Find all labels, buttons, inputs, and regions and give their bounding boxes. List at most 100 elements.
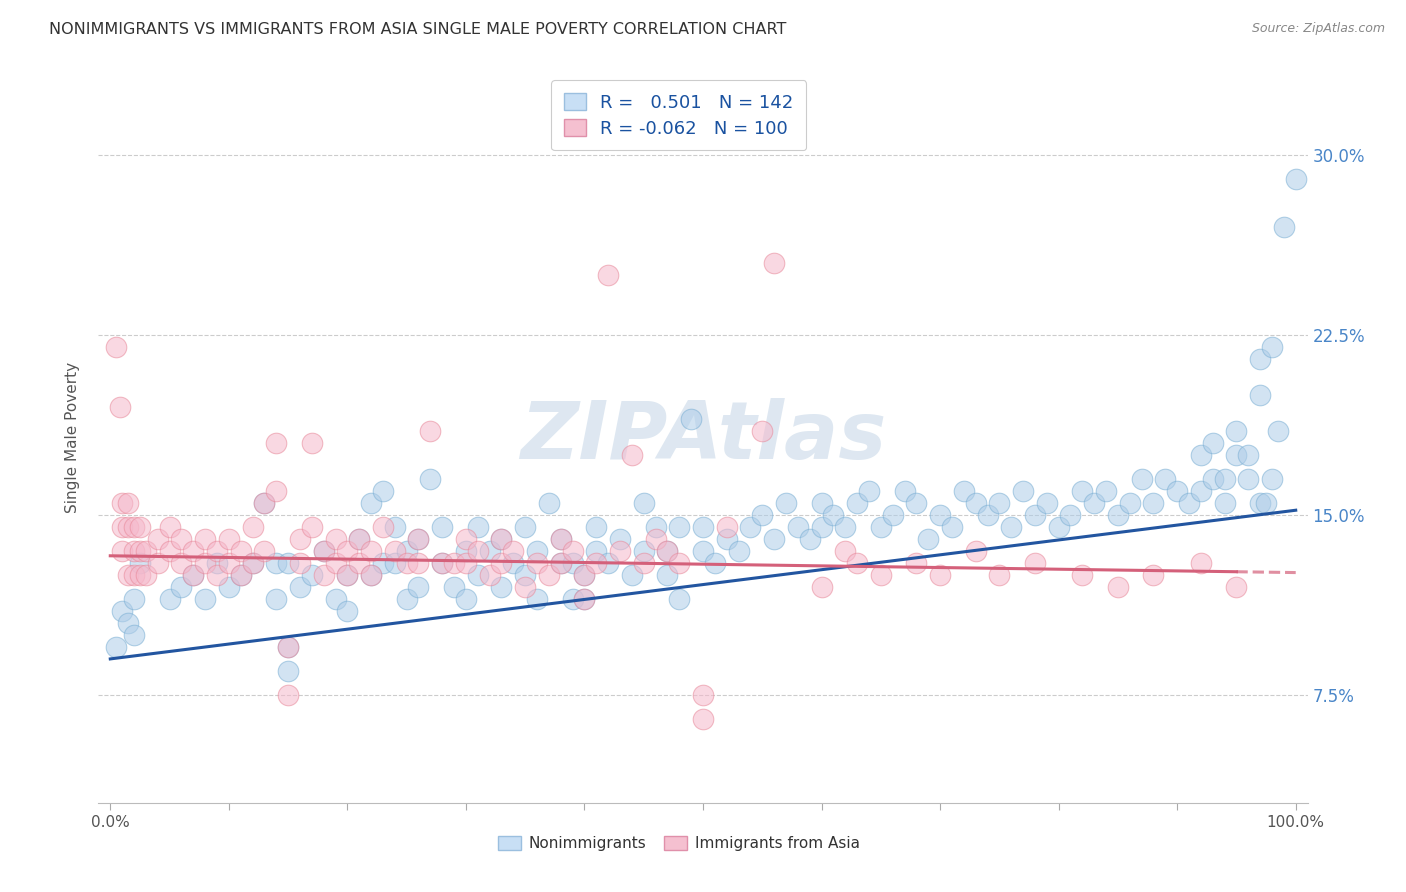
- Point: [443, 556, 465, 570]
- Point: [988, 568, 1011, 582]
- Point: [135, 568, 157, 582]
- Point: [1213, 472, 1236, 486]
- Point: [502, 544, 524, 558]
- Point: [218, 580, 240, 594]
- Point: [1083, 496, 1105, 510]
- Point: [657, 544, 679, 558]
- Point: [1189, 448, 1212, 462]
- Point: [1107, 508, 1129, 522]
- Text: NONIMMIGRANTS VS IMMIGRANTS FROM ASIA SINGLE MALE POVERTY CORRELATION CHART: NONIMMIGRANTS VS IMMIGRANTS FROM ASIA SI…: [49, 22, 786, 37]
- Point: [502, 556, 524, 570]
- Point: [360, 544, 382, 558]
- Point: [347, 532, 370, 546]
- Point: [491, 580, 513, 594]
- Point: [229, 568, 252, 582]
- Point: [491, 532, 513, 546]
- Point: [170, 532, 193, 546]
- Point: [105, 340, 128, 354]
- Y-axis label: Single Male Poverty: Single Male Poverty: [65, 361, 80, 513]
- Point: [609, 544, 631, 558]
- Point: [1213, 496, 1236, 510]
- Point: [1225, 448, 1247, 462]
- Point: [454, 532, 477, 546]
- Point: [129, 556, 152, 570]
- Point: [846, 556, 869, 570]
- Point: [1249, 496, 1271, 510]
- Point: [633, 556, 655, 570]
- Point: [692, 712, 714, 726]
- Point: [1285, 172, 1308, 186]
- Point: [740, 520, 762, 534]
- Point: [159, 544, 181, 558]
- Point: [264, 483, 287, 498]
- Point: [117, 520, 139, 534]
- Point: [550, 532, 572, 546]
- Point: [620, 568, 643, 582]
- Point: [129, 520, 152, 534]
- Point: [1059, 508, 1081, 522]
- Point: [360, 568, 382, 582]
- Point: [858, 483, 880, 498]
- Point: [371, 556, 394, 570]
- Point: [550, 556, 572, 570]
- Point: [408, 556, 430, 570]
- Point: [194, 591, 217, 606]
- Point: [1189, 556, 1212, 570]
- Point: [1024, 556, 1046, 570]
- Point: [253, 544, 276, 558]
- Point: [929, 568, 952, 582]
- Point: [823, 508, 845, 522]
- Point: [360, 568, 382, 582]
- Point: [205, 556, 228, 570]
- Point: [218, 532, 240, 546]
- Point: [810, 580, 832, 594]
- Point: [952, 483, 974, 498]
- Point: [288, 556, 311, 570]
- Point: [917, 532, 939, 546]
- Point: [537, 568, 560, 582]
- Point: [312, 544, 335, 558]
- Point: [194, 556, 217, 570]
- Point: [716, 532, 738, 546]
- Point: [277, 556, 299, 570]
- Point: [633, 496, 655, 510]
- Point: [325, 556, 347, 570]
- Point: [1249, 388, 1271, 402]
- Point: [264, 591, 287, 606]
- Text: Source: ZipAtlas.com: Source: ZipAtlas.com: [1251, 22, 1385, 36]
- Point: [657, 568, 679, 582]
- Point: [810, 496, 832, 510]
- Point: [111, 544, 134, 558]
- Point: [170, 556, 193, 570]
- Point: [1154, 472, 1177, 486]
- Point: [347, 532, 370, 546]
- Point: [122, 568, 145, 582]
- Point: [763, 532, 786, 546]
- Point: [395, 591, 418, 606]
- Point: [988, 496, 1011, 510]
- Point: [1189, 483, 1212, 498]
- Point: [609, 532, 631, 546]
- Point: [408, 580, 430, 594]
- Point: [1237, 448, 1260, 462]
- Point: [117, 568, 139, 582]
- Point: [491, 556, 513, 570]
- Point: [751, 508, 773, 522]
- Point: [1107, 580, 1129, 594]
- Point: [1261, 472, 1284, 486]
- Point: [325, 591, 347, 606]
- Point: [1071, 483, 1094, 498]
- Point: [893, 483, 915, 498]
- Point: [668, 591, 690, 606]
- Point: [432, 556, 454, 570]
- Point: [395, 556, 418, 570]
- Point: [561, 556, 583, 570]
- Point: [301, 568, 323, 582]
- Point: [277, 688, 299, 702]
- Point: [288, 580, 311, 594]
- Point: [288, 532, 311, 546]
- Point: [478, 568, 501, 582]
- Point: [1272, 220, 1295, 235]
- Point: [905, 496, 928, 510]
- Point: [1267, 424, 1289, 438]
